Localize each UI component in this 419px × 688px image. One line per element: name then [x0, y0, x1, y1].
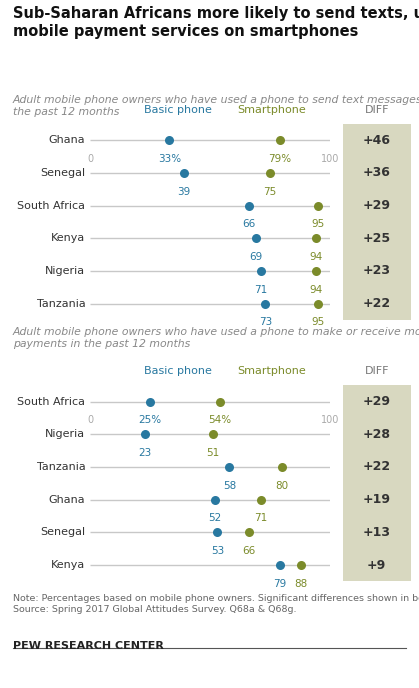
Text: Nigeria: Nigeria	[45, 429, 85, 440]
Text: Kenya: Kenya	[51, 560, 85, 570]
Text: 33%: 33%	[158, 154, 181, 164]
Text: Note: Percentages based on mobile phone owners. Significant differences shown in: Note: Percentages based on mobile phone …	[13, 594, 419, 614]
Text: 79: 79	[273, 579, 286, 589]
Text: 25%: 25%	[139, 416, 162, 425]
Text: +13: +13	[363, 526, 391, 539]
Text: 54%: 54%	[208, 416, 231, 425]
Text: 53: 53	[211, 546, 224, 556]
Text: Ghana: Ghana	[49, 135, 85, 145]
Text: Basic phone: Basic phone	[144, 105, 212, 115]
Text: +19: +19	[363, 493, 391, 506]
Text: 58: 58	[223, 481, 236, 491]
Text: PEW RESEARCH CENTER: PEW RESEARCH CENTER	[13, 641, 163, 652]
Text: Ghana: Ghana	[49, 495, 85, 505]
Text: Adult mobile phone owners who have used a phone to make or receive mobile
paymen: Adult mobile phone owners who have used …	[13, 327, 419, 350]
Text: 69: 69	[249, 252, 262, 262]
Text: 39: 39	[177, 186, 190, 197]
Text: +36: +36	[363, 166, 391, 180]
Text: 52: 52	[208, 513, 222, 524]
Text: South Africa: South Africa	[17, 200, 85, 211]
Text: Tanzania: Tanzania	[36, 299, 85, 309]
Text: 51: 51	[206, 448, 219, 458]
Text: +29: +29	[363, 199, 391, 212]
Text: 23: 23	[139, 448, 152, 458]
Text: +28: +28	[363, 428, 391, 441]
Text: +23: +23	[363, 264, 391, 277]
Text: +25: +25	[362, 232, 391, 245]
Text: Sub-Saharan Africans more likely to send texts, use
mobile payment services on s: Sub-Saharan Africans more likely to send…	[13, 6, 419, 39]
Text: 0: 0	[87, 154, 93, 164]
Text: 71: 71	[254, 285, 267, 294]
Text: Tanzania: Tanzania	[36, 462, 85, 472]
Text: 73: 73	[259, 317, 272, 327]
Text: Senegal: Senegal	[40, 527, 85, 537]
Text: 95: 95	[312, 219, 325, 229]
Text: 100: 100	[321, 154, 339, 164]
Text: 88: 88	[295, 579, 308, 589]
Text: 66: 66	[242, 219, 255, 229]
Text: +9: +9	[367, 559, 386, 572]
Text: DIFF: DIFF	[365, 366, 389, 376]
Text: South Africa: South Africa	[17, 396, 85, 407]
Text: Smartphone: Smartphone	[237, 105, 306, 115]
Text: Kenya: Kenya	[51, 233, 85, 244]
Text: Basic phone: Basic phone	[144, 366, 212, 376]
Text: Senegal: Senegal	[40, 168, 85, 178]
Text: 66: 66	[242, 546, 255, 556]
Text: 80: 80	[276, 481, 289, 491]
Text: 0: 0	[87, 416, 93, 425]
Text: Adult mobile phone owners who have used a phone to send text messages in
the pas: Adult mobile phone owners who have used …	[13, 95, 419, 118]
Text: Smartphone: Smartphone	[237, 366, 306, 376]
Text: +29: +29	[363, 395, 391, 408]
Text: +46: +46	[363, 133, 391, 147]
Text: 79%: 79%	[268, 154, 291, 164]
Text: Nigeria: Nigeria	[45, 266, 85, 276]
Text: 71: 71	[254, 513, 267, 524]
Text: 94: 94	[309, 252, 322, 262]
Text: 95: 95	[312, 317, 325, 327]
Text: DIFF: DIFF	[365, 105, 389, 115]
Text: +22: +22	[362, 460, 391, 473]
Text: 100: 100	[321, 416, 339, 425]
Text: 94: 94	[309, 285, 322, 294]
Text: +22: +22	[362, 297, 391, 310]
Text: 75: 75	[264, 186, 277, 197]
